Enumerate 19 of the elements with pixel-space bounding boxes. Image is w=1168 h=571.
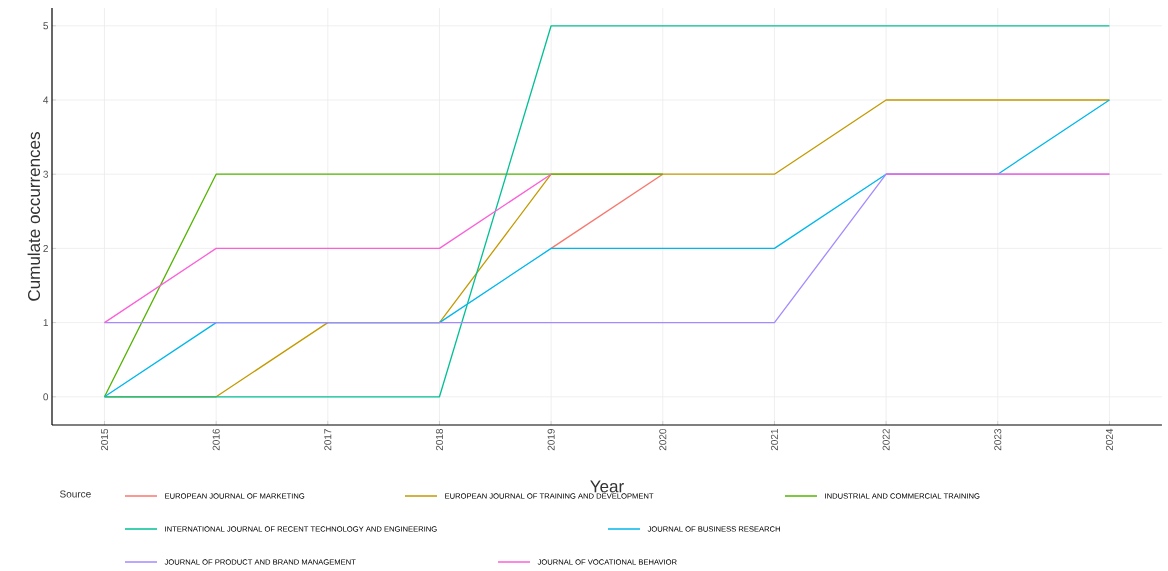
y-tick-label: 3 xyxy=(43,170,49,178)
x-tick-label: 2019 xyxy=(547,429,555,451)
x-tick-label: 2016 xyxy=(212,428,220,451)
x-tick-label: 2015 xyxy=(100,428,109,451)
x-tick-label: 2022 xyxy=(882,429,890,451)
x-axis-title: Year xyxy=(590,480,624,493)
y-tick-label: 2 xyxy=(43,244,48,252)
x-tick-label: 2020 xyxy=(659,428,667,451)
legend-title: Source xyxy=(59,490,91,498)
y-tick-label: 5 xyxy=(43,22,49,30)
x-tick-label: 2023 xyxy=(994,428,1002,451)
x-tick-label: 2017 xyxy=(324,429,332,451)
y-tick-label: 1 xyxy=(43,319,48,327)
y-tick-label: 0 xyxy=(43,393,49,401)
y-tick-label: 4 xyxy=(43,96,49,104)
x-tick-label: 2018 xyxy=(435,428,443,451)
x-tick-label: 2021 xyxy=(770,429,778,451)
x-tick-label: 2024 xyxy=(1105,428,1113,451)
y-axis-title: Cumulate occurrences xyxy=(27,132,41,301)
